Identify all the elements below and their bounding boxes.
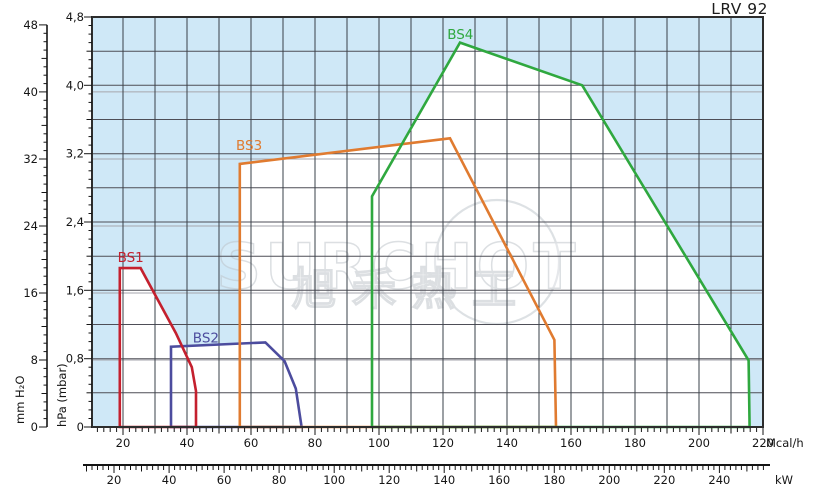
mcal-tick-label: 140 [496,436,518,450]
mcal-tick-label: 40 [180,436,195,450]
mcal-tick-label: 100 [368,436,390,450]
hpa-tick-label: 0,8 [66,352,84,366]
mm-tick-label: 48 [23,18,38,32]
chart-title: LRV 92 [711,0,768,18]
mcal-tick-label: 160 [560,436,582,450]
mm-tick-label: 24 [23,219,38,233]
series-label-BS2: BS2 [193,330,219,346]
axis-hpa: 0 0,8 1,6 2,4 3,2 4,0 4,8 hPa (mbar) [55,10,92,434]
mm-tick-label: 0 [31,420,38,434]
hpa-tick-label: 0 [77,420,84,434]
hpa-tick-label: 4,0 [66,78,84,92]
kw-tick-label: 100 [323,473,345,487]
mcal-tick-label: 20 [116,436,131,450]
field-fills [119,42,750,428]
kw-tick-label: 220 [653,473,675,487]
kw-tick-label: 60 [217,473,232,487]
kw-tick-label: 120 [378,473,400,487]
series-BS1-outline [118,266,198,429]
mm-tick-label: 32 [23,152,38,166]
mm-tick-label: 8 [31,353,38,367]
kw-axis-title: kW [775,473,793,487]
kw-tick-label: 40 [162,473,177,487]
series-label-BS1: BS1 [118,250,144,266]
watermark-text-cjk: 旭禾热工 [292,264,532,315]
series-label-BS3: BS3 [236,138,262,154]
mcal-axis-title: Mcal/h [766,436,804,450]
mcal-tick-label: 200 [688,436,710,450]
hpa-tick-label: 3,2 [66,147,84,161]
kw-tick-label: 180 [543,473,565,487]
hpa-tick-label: 2,4 [66,215,84,229]
series-label-BS4: BS4 [447,27,473,43]
grid-layer [92,17,763,427]
mcal-tick-label: 220 [752,436,774,450]
kw-tick-label: 20 [107,473,122,487]
hpa-axis-title: hPa (mbar) [55,363,69,427]
mcal-tick-label: 60 [244,436,259,450]
kw-tick-label: 240 [708,473,730,487]
kw-tick-label: 160 [488,473,510,487]
hpa-tick-label: 1,6 [66,283,84,297]
mm-tick-label: 40 [23,85,38,99]
mm-tick-label: 16 [23,286,38,300]
kw-tick-label: 140 [433,473,455,487]
series-BS4-region [372,42,750,427]
kw-tick-label: 200 [598,473,620,487]
mcal-tick-label: 120 [432,436,454,450]
hpa-tick-label: 4,8 [66,10,84,24]
axis-mm-h2o: 0 8 16 24 32 40 48 mm H₂O [13,18,48,434]
mcal-tick-label: 180 [624,436,646,450]
mm-axis-title: mm H₂O [13,376,27,424]
mcal-tick-label: 80 [308,436,323,450]
axis-kw: 20 40 60 80 100 120 140 160 180 200 220 240 kW [83,464,793,487]
kw-tick-label: 80 [272,473,287,487]
